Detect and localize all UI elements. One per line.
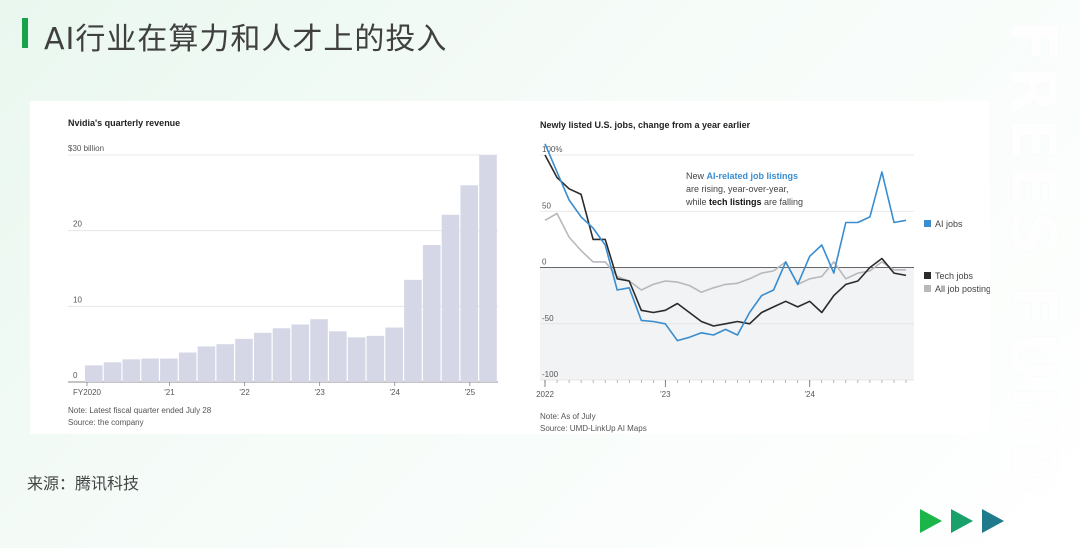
legend-label: All job postings <box>935 284 990 294</box>
line-chart-note: Note: As of July <box>540 412 596 421</box>
bar-chart-y-tick: 0 <box>73 371 78 380</box>
bar-chart-x-tick: '25 <box>465 388 476 397</box>
line-chart-x-tick: '24 <box>805 390 816 399</box>
charts-panel: Nvidia's quarterly revenue $30 billion 0… <box>30 101 990 434</box>
bar-chart-x-tick: FY2020 <box>73 388 102 397</box>
legend-label: AI jobs <box>935 219 963 229</box>
tech-jobs-line <box>544 154 907 327</box>
revenue-bar <box>253 332 272 382</box>
bar-chart-source: Source: the company <box>68 418 144 427</box>
line-chart-annotation: New AI-related job listings are rising, y… <box>685 171 803 207</box>
revenue-bar <box>272 328 291 382</box>
arrow-icon-3 <box>982 509 1004 533</box>
line-chart-x-tick: 2022 <box>536 390 554 399</box>
bar-chart-y-tick: 20 <box>73 220 82 229</box>
source-caption: 来源：腾讯科技 <box>27 474 140 493</box>
bar-chart-note: Note: Latest fiscal quarter ended July 2… <box>68 406 212 415</box>
revenue-bar <box>366 335 385 382</box>
revenue-bar <box>347 337 366 382</box>
line-chart-source: Source: UMD-LinkUp AI Maps <box>540 424 647 433</box>
line-chart-y-tick: 0 <box>542 258 547 267</box>
revenue-bar <box>141 358 159 382</box>
legend-swatch <box>924 220 931 227</box>
line-chart-x-tick: '23 <box>660 390 671 399</box>
play-arrows-logo <box>920 509 1004 533</box>
watermark: FREES FUND <box>997 20 1070 498</box>
revenue-bar <box>479 155 497 382</box>
line-chart-y-tick: -100 <box>542 370 559 379</box>
annotation-line-2: are rising, year-over-year, <box>686 184 789 194</box>
bar-chart-x-tick: '21 <box>164 388 175 397</box>
revenue-bar <box>404 279 422 382</box>
revenue-bar <box>422 245 441 382</box>
line-chart-y-tick: 50 <box>542 201 551 210</box>
revenue-bar <box>160 358 178 382</box>
revenue-bar <box>310 319 328 382</box>
all-postings-line <box>544 212 906 294</box>
annotation-line-1: New AI-related job listings <box>686 171 798 181</box>
bar-chart-x-tick: '23 <box>314 388 325 397</box>
legend-swatch <box>924 285 931 292</box>
revenue-bar <box>441 214 460 382</box>
page-title: AI行业在算力和人才上的投入 <box>44 22 448 57</box>
annotation-line-3: while tech listings are falling <box>685 197 803 207</box>
bar-chart-y-tick: 10 <box>73 295 82 304</box>
line-chart-y-tick: 100% <box>542 145 562 154</box>
arrow-icon-2 <box>951 509 973 533</box>
line-chart-title: Newly listed U.S. jobs, change from a ye… <box>540 120 751 130</box>
nvidia-revenue-chart: Nvidia's quarterly revenue $30 billion 0… <box>68 118 498 427</box>
revenue-bar <box>103 362 122 382</box>
arrow-icon-1 <box>920 509 942 533</box>
revenue-bar <box>291 324 310 382</box>
bar-chart-unit-label: $30 billion <box>68 144 104 153</box>
revenue-bar <box>178 352 197 382</box>
revenue-bar <box>385 327 403 382</box>
job-listings-chart: Newly listed U.S. jobs, change from a ye… <box>536 120 990 433</box>
legend-swatch <box>924 272 931 279</box>
title-accent-bar <box>22 18 28 48</box>
revenue-bar <box>235 338 253 382</box>
bar-chart-x-tick: '24 <box>390 388 401 397</box>
revenue-bar <box>85 365 103 382</box>
revenue-bar <box>460 185 479 382</box>
bar-chart-title: Nvidia's quarterly revenue <box>68 118 180 128</box>
legend-label: Tech jobs <box>935 271 974 281</box>
revenue-bar <box>197 346 216 382</box>
revenue-bar <box>216 344 234 382</box>
bar-chart-x-tick: '22 <box>239 388 250 397</box>
ai-jobs-line <box>544 143 907 342</box>
revenue-bar <box>122 359 141 382</box>
revenue-bar <box>329 331 347 382</box>
line-chart-y-tick: -50 <box>542 314 554 323</box>
